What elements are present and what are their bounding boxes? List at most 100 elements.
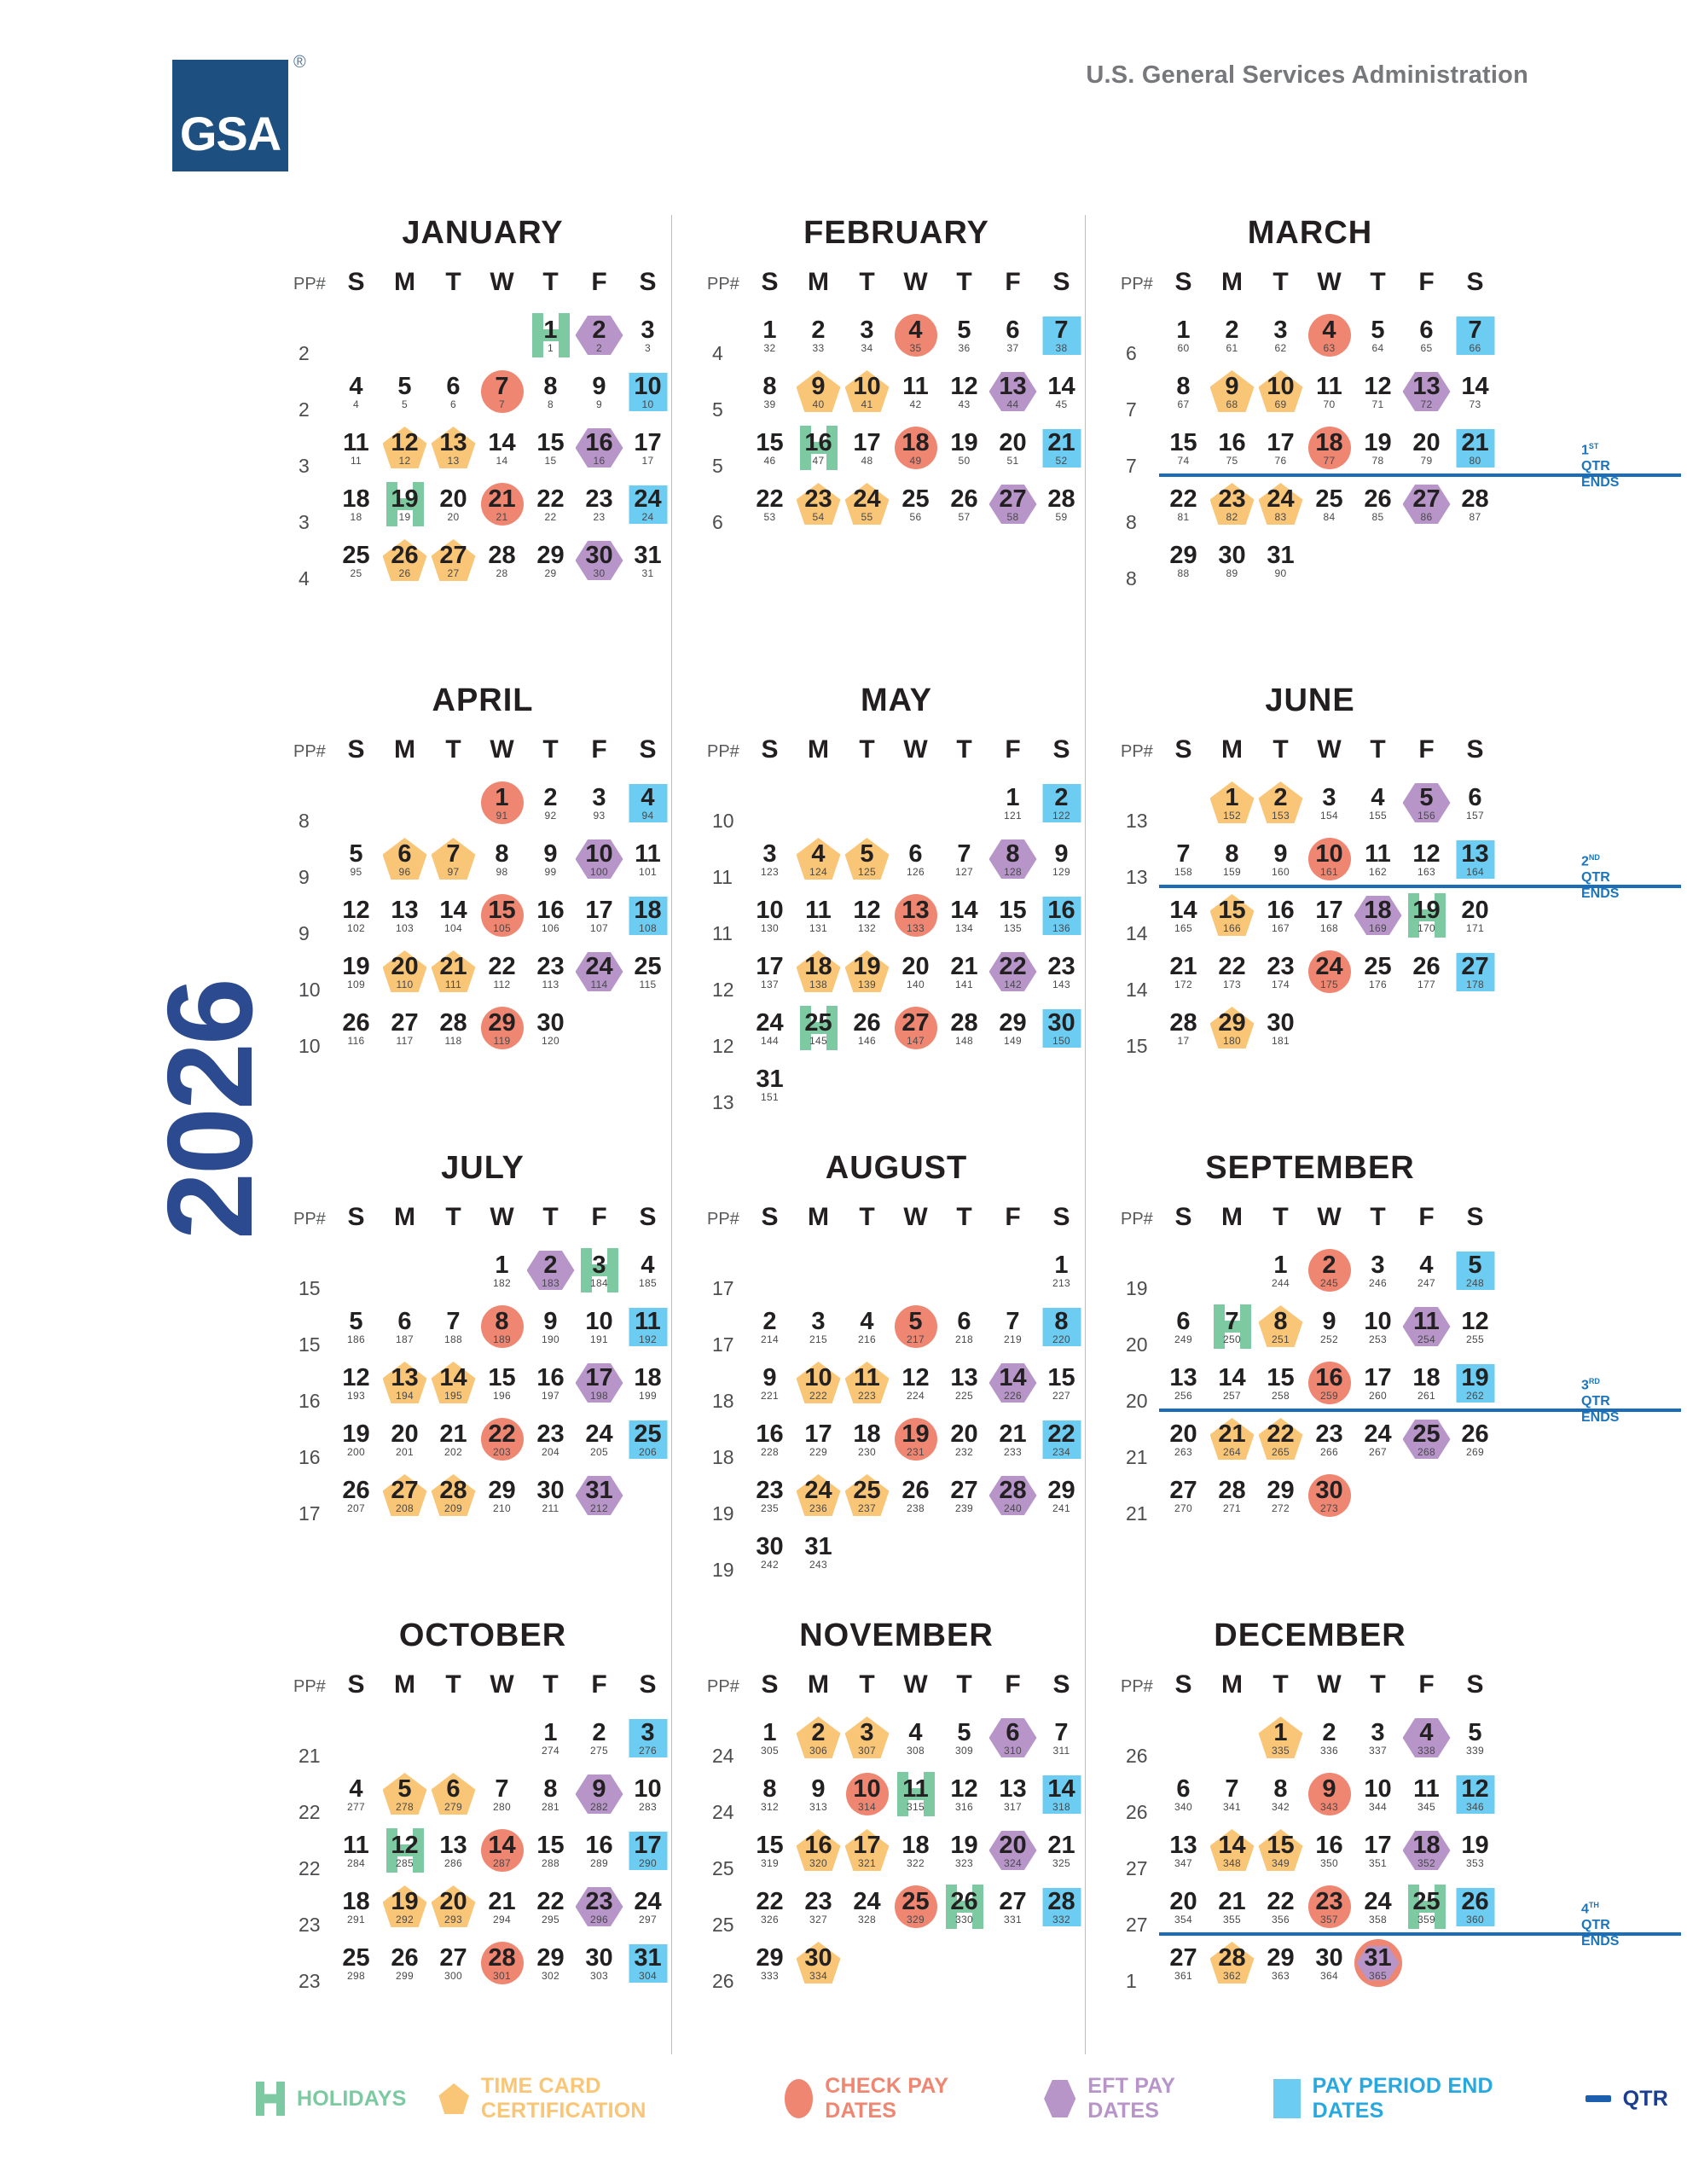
day-cell: 26 116 — [332, 1008, 380, 1065]
day-number: 6 — [957, 1308, 971, 1335]
pay-period-number: 25 — [712, 1857, 734, 1879]
weekday-letter: S — [639, 268, 657, 296]
day-of-year-number: 121 — [1004, 810, 1022, 822]
day-cell: 3 62 — [1256, 316, 1305, 372]
day-of-year-number: 42 — [909, 398, 922, 410]
day-number: 14 — [1218, 1364, 1246, 1391]
day-of-year-number: 186 — [347, 1333, 365, 1345]
day-cell: 27 178 — [1451, 952, 1499, 1008]
day-cell: 16 75 — [1208, 428, 1256, 485]
day-cell: 21 233 — [988, 1420, 1037, 1476]
day-of-year-number: 212 — [590, 1502, 608, 1514]
day-number: 6 — [446, 373, 461, 400]
day-of-year-number: 98 — [496, 866, 508, 878]
day-cell: 24 83 — [1256, 483, 1305, 541]
day-number: 9 — [543, 840, 558, 868]
day-of-year-number: 167 — [1272, 922, 1290, 934]
day-of-year-number: 93 — [593, 810, 606, 822]
day-number: 3 — [641, 1719, 655, 1746]
day-cell: 23 296 — [575, 1887, 623, 1943]
day-number: 12 — [391, 429, 419, 456]
day-of-year-number: 214 — [761, 1333, 779, 1345]
day-of-year-number: 208 — [396, 1502, 414, 1514]
pay-period-number: 7 — [1126, 398, 1137, 421]
day-of-year-number: 241 — [1052, 1502, 1070, 1514]
day-cell: 4 63 — [1305, 314, 1354, 372]
day-cell: 13 13 — [429, 427, 478, 485]
empty-cell — [988, 1251, 1037, 1307]
day-of-year-number: 189 — [493, 1333, 511, 1345]
day-of-year-number: 155 — [1369, 810, 1387, 822]
day-cell: 19 292 — [380, 1885, 429, 1943]
day-cell: 26 269 — [1451, 1420, 1499, 1476]
weekday-letter: S — [1466, 1203, 1484, 1231]
day-number: 10 — [804, 1364, 832, 1391]
legend-label: PAY PERIOD END DATES — [1312, 2074, 1493, 2123]
day-of-year-number: 190 — [542, 1333, 559, 1345]
weekday-letter: W — [1317, 735, 1342, 764]
pay-period-number: 8 — [1126, 511, 1137, 533]
day-of-year-number: 47 — [812, 455, 825, 467]
day-of-year-number: 195 — [444, 1390, 462, 1402]
month-july: JULY PP# S M T W T F S 15 1 182 2 183 3 184 4 185 15 5 186 6 1… — [275, 1150, 688, 1618]
day-of-year-number: 159 — [1223, 866, 1241, 878]
day-number: 20 — [1412, 429, 1441, 456]
day-of-year-number: 234 — [1052, 1446, 1070, 1458]
day-cell: 18 261 — [1402, 1363, 1451, 1420]
day-cell: 10 314 — [843, 1773, 891, 1831]
day-number: 8 — [543, 373, 558, 400]
weekday-letter: T — [445, 268, 461, 296]
pay-period-number: 19 — [1126, 1277, 1148, 1299]
day-cell: 15 166 — [1208, 894, 1256, 952]
day-of-year-number: 217 — [907, 1333, 925, 1345]
day-of-year-number: 339 — [1466, 1745, 1484, 1757]
day-number: 12 — [342, 1364, 370, 1391]
day-number: 14 — [439, 1364, 467, 1391]
weekday-letter: T — [956, 1670, 972, 1699]
day-number: 30 — [1267, 1009, 1295, 1037]
day-number: 25 — [1412, 1420, 1441, 1448]
day-of-year-number: 174 — [1272, 979, 1290, 990]
day-number: 17 — [1267, 429, 1295, 456]
day-cell: 10 283 — [623, 1774, 672, 1831]
pay-period-number: 12 — [712, 979, 734, 1001]
weekday-letter: M — [394, 1670, 415, 1699]
year-label: 2026 — [142, 980, 278, 1240]
day-of-year-number: 261 — [1417, 1390, 1435, 1402]
day-cell: 7 280 — [478, 1774, 526, 1831]
day-cell: 24 175 — [1305, 950, 1354, 1008]
day-cell: 17 137 — [745, 952, 794, 1008]
weekday-letter: W — [903, 268, 928, 296]
weekday-letter: T — [542, 268, 559, 296]
day-cell: 19 170 — [1402, 893, 1451, 952]
day-number: 21 — [1218, 1888, 1246, 1915]
day-cell: 1 91 — [478, 781, 526, 839]
day-number: 10 — [1364, 1775, 1392, 1803]
day-of-year-number: 65 — [1420, 342, 1433, 354]
day-number: 21 — [1047, 429, 1075, 456]
week-row: 26 29 333 30 334 — [707, 1942, 1102, 2000]
day-of-year-number: 57 — [958, 511, 971, 523]
day-of-year-number: 153 — [1272, 810, 1290, 822]
day-cell: 11 254 — [1402, 1307, 1451, 1363]
day-cell: 9 129 — [1037, 839, 1086, 896]
day-of-year-number: 158 — [1174, 866, 1192, 878]
day-of-year-number: 319 — [761, 1857, 779, 1869]
day-number: 23 — [585, 1888, 613, 1915]
day-of-year-number: 169 — [1369, 922, 1387, 934]
day-cell: 22 112 — [478, 952, 526, 1008]
day-cell: 28 118 — [429, 1008, 478, 1065]
day-of-year-number: 320 — [809, 1857, 827, 1869]
day-of-year-number: 323 — [955, 1857, 973, 1869]
empty-cell — [940, 1532, 988, 1589]
day-of-year-number: 60 — [1177, 342, 1190, 354]
day-of-year-number: 270 — [1174, 1502, 1192, 1514]
legend-item-ppend: PAY PERIOD END DATES — [1272, 2074, 1553, 2123]
week-row: 14 21 172 22 173 23 174 24 175 25 176 26 177 27 178 — [1121, 950, 1516, 1008]
day-of-year-number: 194 — [396, 1390, 414, 1402]
day-number: 27 — [999, 485, 1027, 513]
day-of-year-number: 201 — [396, 1446, 414, 1458]
empty-cell — [794, 1251, 843, 1307]
day-cell: 8 342 — [1256, 1774, 1305, 1831]
day-number: 15 — [536, 429, 565, 456]
